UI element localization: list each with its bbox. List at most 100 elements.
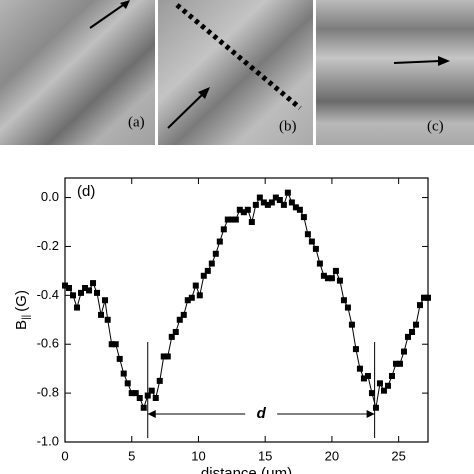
data-point bbox=[172, 329, 179, 335]
y-label-unit: (G) bbox=[13, 290, 30, 312]
x-tick-label: 0 bbox=[61, 448, 68, 463]
image-a bbox=[0, 0, 155, 145]
panel-label: (b) bbox=[279, 118, 297, 134]
data-point bbox=[336, 277, 343, 284]
x-tick-label: 15 bbox=[258, 448, 272, 463]
y-label-main: B bbox=[13, 320, 30, 330]
data-point bbox=[208, 260, 215, 267]
data-point bbox=[312, 245, 319, 252]
y-tick-label: -0.6 bbox=[37, 336, 59, 351]
data-point bbox=[188, 294, 195, 301]
chart: 0 5 10 15 20 25 0.0 -0.2 -0.4 -0.6 -0.8 -1.0 distanc… bbox=[13, 177, 431, 474]
data-point bbox=[94, 289, 101, 296]
data-point bbox=[344, 304, 351, 311]
data-point bbox=[232, 216, 239, 223]
data-point bbox=[132, 390, 139, 397]
data-point bbox=[256, 194, 263, 201]
data-point bbox=[320, 272, 327, 279]
data-point bbox=[216, 238, 223, 245]
data-point bbox=[168, 333, 175, 340]
data-point bbox=[272, 194, 279, 201]
data-point bbox=[196, 292, 203, 299]
data-point bbox=[360, 375, 367, 382]
data-point bbox=[304, 231, 311, 238]
arrow bbox=[393, 60, 441, 64]
y-label-sub: || bbox=[21, 315, 32, 320]
y-tick-label: -0.2 bbox=[37, 238, 59, 253]
data-point bbox=[244, 206, 251, 213]
data-point bbox=[112, 341, 119, 348]
data-point bbox=[300, 214, 307, 221]
data-point bbox=[212, 250, 219, 257]
y-tick-label: -0.8 bbox=[37, 385, 59, 400]
data-point bbox=[328, 275, 335, 282]
plot-frame bbox=[64, 177, 429, 443]
x-tick-label: 10 bbox=[191, 448, 205, 463]
data-point bbox=[396, 360, 403, 367]
data-point bbox=[296, 206, 303, 213]
data-point bbox=[108, 341, 115, 348]
arrowhead bbox=[438, 56, 450, 66]
annotation: d bbox=[257, 405, 267, 422]
image-b bbox=[158, 0, 313, 145]
data-point bbox=[62, 282, 68, 289]
data-point bbox=[376, 380, 383, 387]
image-c bbox=[316, 0, 474, 145]
data-point bbox=[220, 226, 227, 233]
data-point bbox=[156, 377, 163, 384]
data-point bbox=[98, 311, 105, 318]
data-point bbox=[425, 294, 431, 301]
data-point bbox=[160, 353, 167, 360]
data-point bbox=[284, 189, 291, 196]
data-point bbox=[412, 321, 419, 328]
data-point bbox=[260, 199, 267, 206]
data-point bbox=[116, 355, 123, 362]
data-point bbox=[388, 373, 395, 379]
panel-label: (d) bbox=[77, 183, 95, 200]
data-point bbox=[124, 380, 131, 387]
data-point bbox=[128, 390, 135, 397]
panel-label: (a) bbox=[128, 114, 145, 130]
data-point bbox=[120, 370, 127, 377]
data-point bbox=[308, 238, 315, 245]
data-point bbox=[352, 346, 359, 353]
data-point bbox=[78, 289, 85, 296]
data-point bbox=[90, 280, 97, 287]
y-tick-label: -1.0 bbox=[37, 433, 59, 448]
y-axis-label: B|| (G) bbox=[13, 290, 32, 330]
data-point bbox=[248, 219, 255, 225]
data-point bbox=[368, 390, 375, 397]
data-point bbox=[204, 267, 211, 274]
data-point bbox=[392, 360, 399, 367]
data-point bbox=[252, 201, 259, 208]
data-point bbox=[384, 382, 391, 389]
data-point bbox=[180, 311, 187, 318]
data-point bbox=[136, 395, 143, 401]
data-point bbox=[184, 297, 191, 304]
x-axis-label: distance (μm) bbox=[201, 465, 292, 474]
data-point bbox=[324, 275, 331, 282]
data-point bbox=[164, 353, 171, 360]
arrowhead bbox=[120, 0, 130, 9]
panel-label: (c) bbox=[427, 118, 444, 134]
data-point bbox=[228, 216, 235, 223]
data-point bbox=[356, 365, 363, 372]
data-point bbox=[292, 204, 299, 211]
data-point bbox=[400, 348, 407, 355]
data-point bbox=[416, 302, 423, 309]
data-point bbox=[236, 206, 243, 213]
data-point bbox=[280, 201, 287, 208]
x-tick-label: 25 bbox=[391, 448, 405, 463]
data-point bbox=[364, 373, 371, 379]
dotted-line bbox=[175, 3, 302, 110]
arrow bbox=[167, 91, 206, 129]
data-point bbox=[276, 197, 283, 203]
data-point bbox=[404, 333, 411, 340]
data-point bbox=[104, 316, 111, 323]
data-point bbox=[74, 304, 81, 311]
data-point bbox=[66, 285, 73, 291]
data-point bbox=[332, 267, 339, 274]
data-line bbox=[64, 191, 428, 410]
